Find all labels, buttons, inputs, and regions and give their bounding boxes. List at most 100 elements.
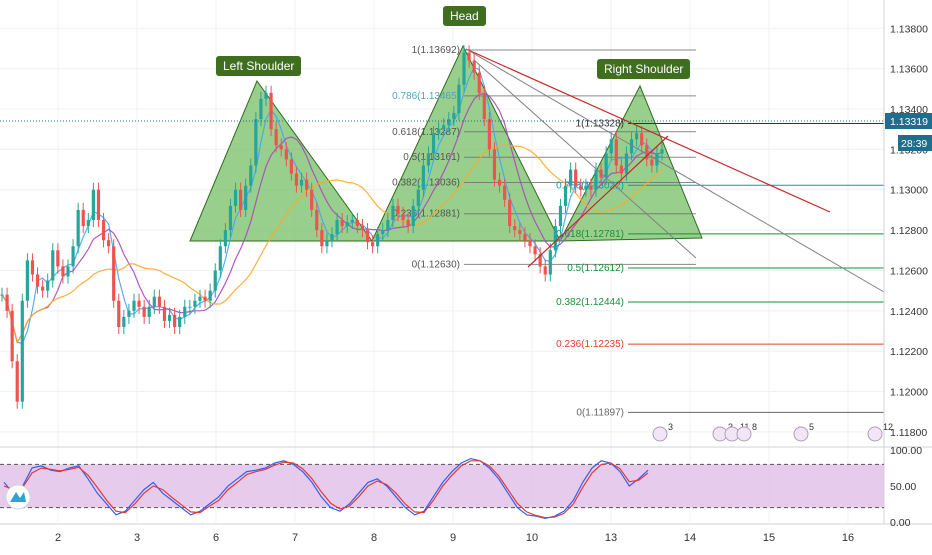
candle-body [503,185,507,200]
candle-body [386,220,390,231]
candle-body [594,169,598,190]
candle-body [152,296,156,307]
candle-body [198,296,202,301]
candle-body [167,314,172,321]
candle-body [355,220,359,227]
fib-left-level-label: 0.618(1.13287) [392,127,460,138]
candles-layer [0,45,664,409]
candle-body [86,220,90,227]
candle-body [640,133,644,146]
candle-body [452,113,456,120]
candle-body [345,222,349,227]
event-badges-layer[interactable]: 33118512 [652,422,893,442]
candle-body [376,234,380,247]
candle-body [233,189,238,206]
candle-body [533,246,537,255]
candle-body [162,306,167,321]
ma-mid-line [1,92,663,344]
candle-body [320,230,324,247]
candle-body [157,296,161,307]
trendline-red-rising [527,135,669,268]
candle-body [223,230,227,247]
candle-body [218,246,222,271]
candle-body [81,209,85,227]
candle-body [269,92,273,130]
candle-body [381,230,385,235]
candle-body [518,230,522,235]
fib-left-level-label: 1(1.13692) [412,45,460,56]
y-tick-label: 1.12600 [890,265,928,277]
stoch-d-line [3,460,649,519]
candle-body [25,260,29,301]
event-badge-icon[interactable] [793,426,809,442]
fib-right-level-label: 0.382(1.12444) [556,297,624,308]
x-tick-label: 15 [763,532,775,544]
candle-body [558,205,563,227]
candle-body [330,234,334,241]
countdown-badge[interactable] [898,135,932,151]
candle-body [360,226,365,231]
x-tick-label: 16 [842,532,854,544]
candle-body [411,205,415,227]
pattern-label-right-shoulder: Right Shoulder [597,59,691,79]
candle-body [56,250,60,267]
candle-body [294,173,299,186]
candle-body [30,260,35,275]
event-badge-icon[interactable] [652,426,668,442]
candle-body [244,185,248,210]
candle-body [20,300,24,402]
candle-body [284,149,288,160]
candle-body [371,242,375,247]
fibonacci-layer: 1(1.13692) 0.786(1.13465) 0.618(1.13287) 0.… [392,45,884,418]
candle-body [274,129,278,146]
candle-body [0,294,4,296]
fib-right-level-label: 0.618(1.12781) [556,229,624,240]
candle-body [391,205,395,220]
candle-body [629,139,634,154]
x-tick-label: 13 [605,532,617,544]
candle-body [492,149,497,180]
x-tick-label: 3 [134,532,140,544]
fib-left-level-label: 0(1.12630) [412,259,460,270]
current-price-badge[interactable] [885,113,932,129]
y-tick-label: 1.12200 [890,346,928,358]
candle-body [426,153,431,166]
fib-left-level-label: 0.382(1.13036) [392,177,460,188]
candle-body [188,306,192,308]
event-badge-count: 5 [809,422,814,432]
candle-body [127,310,131,317]
trendline-gray-long [465,48,885,293]
candle-body [406,220,410,227]
event-badge-count: 12 [883,422,893,432]
ma-slow-line [1,144,663,344]
candle-body [482,92,486,120]
candle-body [660,149,664,154]
y-tick-label: 1.12000 [890,387,928,399]
y-tick-label: 1.12400 [890,306,928,318]
candle-body [279,145,283,150]
logo-mark [10,492,26,502]
y-tick-label: 1.12800 [890,225,928,237]
candle-body [41,286,45,291]
candle-body [609,139,613,154]
candle-body [604,153,608,178]
tradingview-logo [5,484,31,510]
x-tick-label: 10 [526,532,538,544]
candle-body [431,133,436,154]
candle-body [132,300,136,311]
event-badge-icon[interactable] [867,426,883,442]
candle-body [563,185,568,206]
event-badge-icon[interactable] [736,426,752,442]
candle-body [15,361,19,402]
candle-body [569,169,573,186]
candle-body [523,234,527,241]
y-tick-label: 1.13000 [890,185,928,197]
candle-body [421,165,425,190]
candle-body [442,125,446,130]
candle-body [193,300,197,307]
pattern-label-head: Head [443,6,486,26]
candle-body [497,179,502,186]
pattern-label-left-shoulder: Left Shoulder [216,56,302,76]
